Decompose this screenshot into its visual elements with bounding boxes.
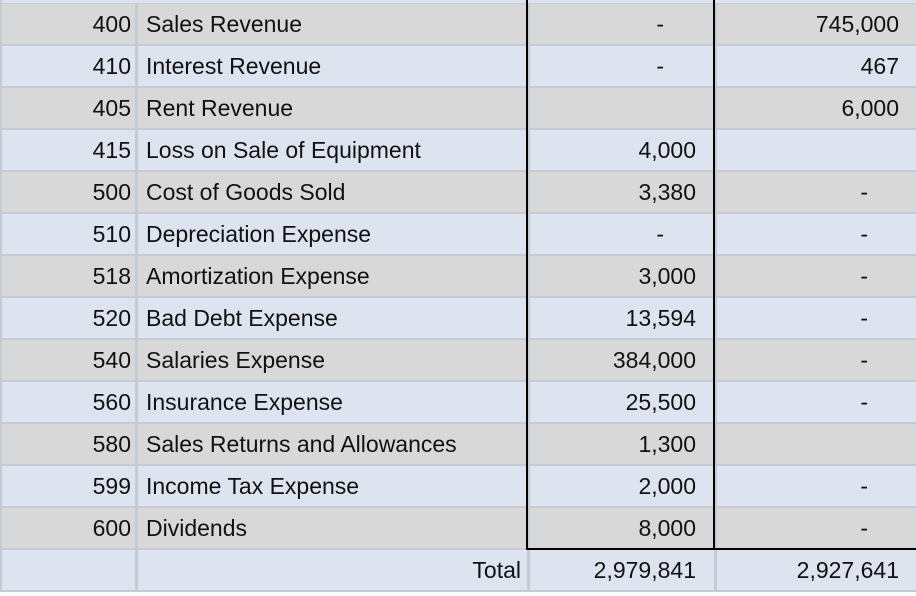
debit-cell[interactable]: 13,594 (530, 298, 714, 338)
account-number-cell[interactable]: 540 (2, 340, 135, 380)
account-name-cell[interactable]: Amortization Expense (138, 256, 527, 296)
account-name-cell[interactable]: Sales Returns and Allowances (138, 424, 527, 464)
account-number-cell[interactable]: 405 (2, 88, 135, 128)
account-number-cell[interactable]: 520 (2, 298, 135, 338)
total-debit-cell[interactable]: 2,979,841 (530, 550, 714, 590)
debit-cell[interactable]: 3,380 (530, 172, 714, 212)
account-number-cell[interactable]: 600 (2, 508, 135, 548)
account-name-cell[interactable]: Bad Debt Expense (138, 298, 527, 338)
account-number-cell[interactable]: 415 (2, 130, 135, 170)
account-number-cell[interactable]: 410 (2, 46, 135, 86)
debit-box-left-border (526, 0, 528, 550)
credit-cell[interactable] (717, 130, 916, 170)
credit-cell[interactable]: 745,000 (717, 4, 916, 44)
account-name-cell[interactable]: Salaries Expense (138, 340, 527, 380)
account-name-cell[interactable]: Cost of Goods Sold (138, 172, 527, 212)
account-name-cell[interactable]: Sales Revenue (138, 4, 527, 44)
account-name-cell[interactable]: Depreciation Expense (138, 214, 527, 254)
account-number-cell[interactable]: 599 (2, 466, 135, 506)
account-number-cell[interactable]: 560 (2, 382, 135, 422)
debit-cell[interactable]: - (530, 214, 714, 254)
account-name-cell[interactable]: Insurance Expense (138, 382, 527, 422)
table-row: 520 Bad Debt Expense 13,594- (2, 298, 916, 338)
credit-cell[interactable]: - (717, 256, 916, 296)
table-row: 400 Sales Revenue -745,000 (2, 4, 916, 44)
account-number-cell[interactable]: 510 (2, 214, 135, 254)
total-row: Total 2,979,841 2,927,641 (2, 550, 916, 590)
credit-cell[interactable]: - (717, 382, 916, 422)
debit-cell[interactable]: - (530, 46, 714, 86)
table-row: 599 Income Tax Expense 2,000- (2, 466, 916, 506)
credit-cell[interactable] (717, 424, 916, 464)
table-row: 540 Salaries Expense 384,000- (2, 340, 916, 380)
account-number-cell[interactable]: 580 (2, 424, 135, 464)
account-name-cell[interactable]: Rent Revenue (138, 88, 527, 128)
table-row: 500 Cost of Goods Sold 3,380- (2, 172, 916, 212)
table-row: 580 Sales Returns and Allowances 1,300 (2, 424, 916, 464)
account-number-cell[interactable]: 400 (2, 4, 135, 44)
account-name-cell[interactable]: Dividends (138, 508, 527, 548)
debit-cell[interactable]: 8,000 (530, 508, 714, 548)
debit-cell[interactable]: 384,000 (530, 340, 714, 380)
debit-cell[interactable]: 3,000 (530, 256, 714, 296)
total-label-cell[interactable]: Total (138, 550, 527, 590)
credit-cell[interactable]: - (717, 298, 916, 338)
total-credit-cell[interactable]: 2,927,641 (717, 550, 916, 590)
credit-cell[interactable]: - (717, 340, 916, 380)
debit-cell[interactable]: 1,300 (530, 424, 714, 464)
debit-cell[interactable]: 2,000 (530, 466, 714, 506)
account-name-cell[interactable]: Income Tax Expense (138, 466, 527, 506)
account-name-cell[interactable]: Loss on Sale of Equipment (138, 130, 527, 170)
credit-cell[interactable]: - (717, 508, 916, 548)
table-row: 560 Insurance Expense 25,500- (2, 382, 916, 422)
debit-cell[interactable]: 4,000 (530, 130, 714, 170)
table-row: 405 Rent Revenue 6,000 (2, 88, 916, 128)
account-number-cell[interactable]: 500 (2, 172, 135, 212)
account-name-cell[interactable]: Interest Revenue (138, 46, 527, 86)
credit-cell[interactable]: 6,000 (717, 88, 916, 128)
table-row: 600 Dividends 8,000- (2, 508, 916, 548)
partial-row-above (2, 0, 916, 3)
box-bottom-border (526, 548, 916, 550)
account-number-cell[interactable]: 518 (2, 256, 135, 296)
total-num-cell[interactable] (2, 550, 135, 590)
debit-cell[interactable] (530, 88, 714, 128)
credit-cell[interactable]: - (717, 214, 916, 254)
table-row: 510 Depreciation Expense - - (2, 214, 916, 254)
credit-cell[interactable]: - (717, 466, 916, 506)
debit-cell[interactable]: - (530, 4, 714, 44)
debit-cell[interactable]: 25,500 (530, 382, 714, 422)
debit-box-right-border (713, 0, 715, 550)
table-row: 518 Amortization Expense 3,000- (2, 256, 916, 296)
table-row: 415 Loss on Sale of Equipment 4,000 (2, 130, 916, 170)
credit-cell[interactable]: 467 (717, 46, 916, 86)
partial-row-below (0, 592, 916, 596)
table-row: 410 Interest Revenue -467 (2, 46, 916, 86)
credit-cell[interactable]: - (717, 172, 916, 212)
